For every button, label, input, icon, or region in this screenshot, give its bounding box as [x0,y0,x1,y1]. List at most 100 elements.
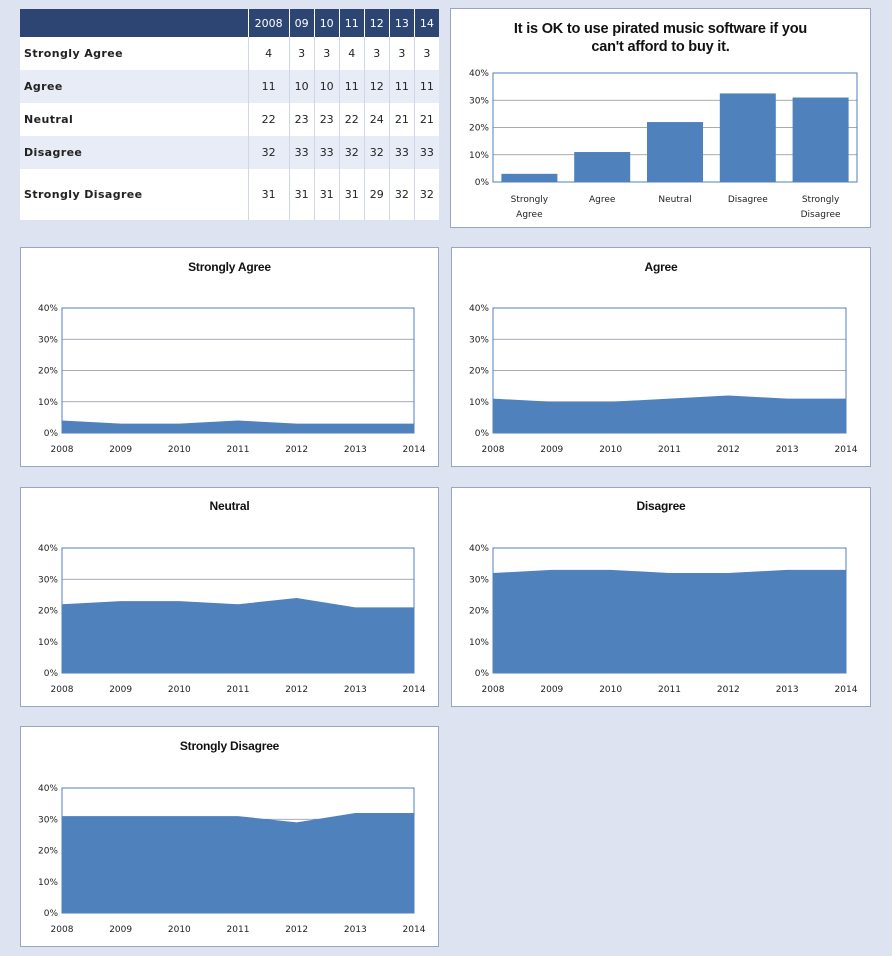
x-axis-tick-label: Strongly [511,195,549,205]
table-cell: 23 [288,103,315,136]
table-cell: 32 [363,136,390,169]
x-axis-tick-label: 2012 [717,685,740,695]
plot-area-border [492,547,847,674]
x-axis-tick-label: 2013 [776,445,799,455]
area-chart-svg: 0% 10% 20% 30% 40% 2008 2009 2010 2011 2012 2013 20… [38,304,426,455]
x-axis-tick-label: 2010 [168,685,191,695]
area-series [62,813,414,913]
x-axis-tick-label: 2014 [835,445,858,455]
y-axis-tick-label: 0% [44,909,59,919]
table-cell: 3 [288,37,315,70]
table-cell: 10 [313,70,340,103]
area-chart-svg: 0% 10% 20% 30% 40% 2008 2009 2010 2011 2012 2013 20… [469,304,858,455]
table-cell: 11 [247,70,290,103]
area-chart-title: Neutral [209,499,250,513]
area-chart-panel-agree: Agree 0% 10% 20% 30% 40% 2008 2009 2010 2011 2012… [451,247,871,467]
x-axis-tick-label: 2014 [403,445,426,455]
row-label: Strongly Disagree [20,169,249,220]
y-axis-tick-label: 0% [44,429,59,439]
x-axis-tick-label: 2012 [285,685,308,695]
table-cell: 3 [363,37,390,70]
column-header: 13 [388,9,415,37]
area-chart-title: Disagree [636,499,686,513]
y-axis-tick-label: 40% [38,784,58,794]
y-axis-tick-label: 20% [469,124,489,134]
table-cell: 31 [288,169,315,220]
x-axis-tick-label: Agree [589,195,616,205]
column-header: 12 [363,9,390,37]
column-header: 09 [288,9,315,37]
y-axis-tick-label: 10% [469,398,489,408]
area-chart-panel-strongly-agree: Strongly Agree 0% 10% 20% 30% 40% 2008 2009 201… [20,247,439,467]
table-header-row: 2008 09 10 11 12 13 14 [20,9,439,37]
x-axis-tick-label: Agree [516,210,543,220]
plot-area-border [492,307,847,434]
y-axis-tick-label: 30% [469,335,489,345]
table-cell: 32 [247,136,290,169]
x-axis-tick-label: 2013 [344,445,367,455]
table-cell: 24 [363,103,390,136]
x-axis-tick-label: 2009 [540,685,563,695]
area-series [493,395,846,433]
y-axis-tick-label: 10% [38,878,58,888]
table-cell: 10 [288,70,315,103]
y-axis-tick-label: 40% [38,304,58,314]
table-cell: 33 [413,136,439,169]
column-header: 10 [313,9,340,37]
y-axis-tick-label: 40% [469,69,489,79]
x-axis-tick-label: 2012 [717,445,740,455]
y-axis-tick-label: 30% [469,96,489,106]
area-chart-panel-strongly-disagree: Strongly Disagree 0% 10% 20% 30% 40% 2008 2009… [20,726,439,947]
table-cell: 12 [363,70,390,103]
row-label: Disagree [20,136,249,169]
plot-area-border [61,547,415,674]
table-cell: 23 [313,103,340,136]
table-cell: 3 [313,37,340,70]
area-chart-panel-disagree: Disagree 0% 10% 20% 30% 40% 2008 2009 2010 2011 2… [451,487,871,707]
x-axis-tick-label: 2013 [776,685,799,695]
x-axis-tick-label: Neutral [658,195,691,205]
table-cell: 21 [413,103,439,136]
x-axis-tick-label: 2012 [285,925,308,935]
x-axis-tick-label: 2012 [285,445,308,455]
survey-table-container: 2008 09 10 11 12 13 14 Strongly Agree 4 … [20,9,440,220]
table-cell: 32 [413,169,439,220]
y-axis-tick-label: 40% [38,544,58,554]
x-axis-tick-label: 2009 [540,445,563,455]
y-axis-tick-label: 40% [469,304,489,314]
x-axis-tick-label: Strongly [802,195,840,205]
area-series [62,598,414,673]
bar-chart-title-line: It is OK to use pirated music software i… [513,21,808,37]
area-chart-title: Strongly Disagree [179,739,280,753]
bar [647,122,703,182]
x-axis-tick-label: 2011 [227,445,250,455]
x-axis-tick-label: 2010 [168,445,191,455]
bar-chart-title: It is OK to use pirated music software i… [451,20,870,56]
row-label: Neutral [20,103,249,136]
x-axis-tick-label: 2008 [51,685,74,695]
x-axis-tick-label: 2009 [109,445,132,455]
x-axis-tick-label: 2014 [403,925,426,935]
area-chart-svg: 0% 10% 20% 30% 40% 2008 2009 2010 2011 2012 2013 20… [469,544,858,695]
plot-area-border [61,787,415,914]
row-label: Strongly Agree [20,37,249,70]
y-axis-tick-label: 0% [475,429,490,439]
y-axis-tick-label: 20% [38,607,58,617]
y-axis-tick-label: 10% [469,151,489,161]
y-axis-tick-label: 30% [38,575,58,585]
x-axis-tick-label: 2009 [109,685,132,695]
table-corner-cell [20,9,249,37]
table-cell: 22 [247,103,290,136]
row-label: Agree [20,70,249,103]
bar [792,97,849,182]
x-axis-tick-label: 2011 [227,685,250,695]
column-header: 14 [413,9,439,37]
x-axis-tick-label: 2010 [168,925,191,935]
area-series [62,420,414,433]
bar [574,152,631,182]
table-cell: 29 [363,169,390,220]
x-axis-tick-label: Disagree [728,195,768,205]
area-chart-panel-neutral: Neutral 0% 10% 20% 30% 40% 2008 2009 2010 2011 20… [20,487,439,707]
x-axis-tick-label: 2014 [835,685,858,695]
y-axis-tick-label: 30% [38,335,58,345]
